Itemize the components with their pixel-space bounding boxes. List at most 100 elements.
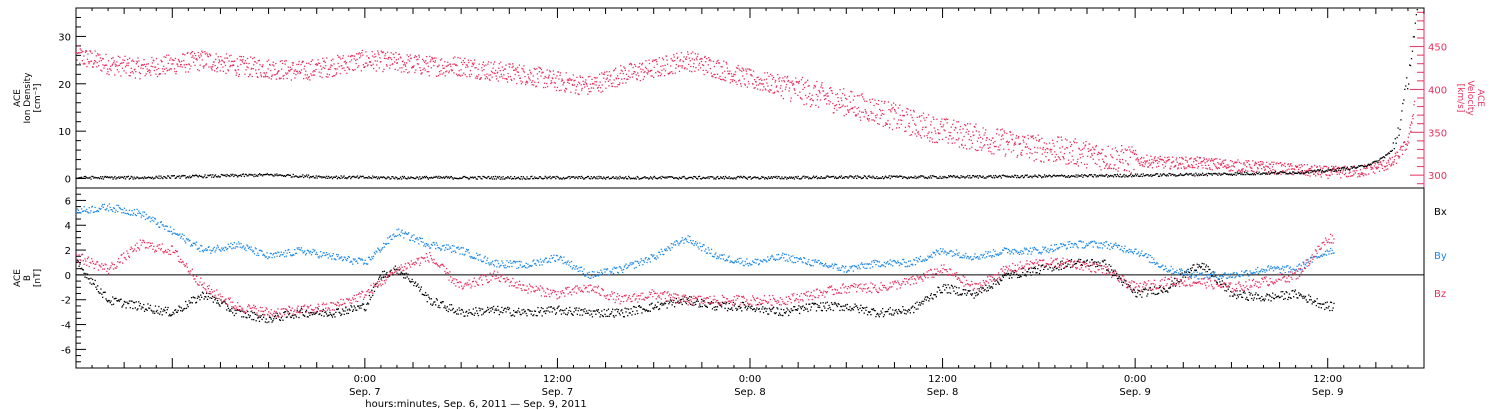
velocity-point: [869, 99, 871, 101]
velocity-point: [255, 69, 257, 71]
density-point: [177, 176, 179, 178]
density-point: [1316, 170, 1318, 172]
velocity-point: [153, 69, 155, 72]
velocity-point: [1053, 160, 1055, 162]
velocity-point: [1348, 175, 1350, 178]
velocity-point: [805, 81, 807, 83]
density-point: [401, 175, 404, 178]
density-point: [1117, 175, 1119, 177]
velocity-point: [1156, 166, 1158, 168]
b-point: [78, 265, 80, 267]
density-point: [1256, 172, 1258, 175]
b-point: [170, 314, 173, 317]
velocity-point: [1065, 147, 1068, 149]
b-point: [799, 306, 802, 308]
velocity-point: [1335, 165, 1337, 167]
b-point: [418, 286, 420, 288]
density-point: [465, 176, 467, 179]
velocity-point: [1112, 157, 1114, 159]
b-point: [578, 307, 580, 309]
velocity-point: [192, 61, 195, 63]
velocity-point: [1297, 171, 1299, 173]
velocity-point: [766, 82, 768, 84]
velocity-point: [831, 90, 833, 92]
density-point: [253, 175, 255, 178]
velocity-point: [158, 73, 160, 76]
density-point: [543, 177, 545, 179]
density-point: [1276, 173, 1278, 175]
density-point: [779, 177, 781, 180]
velocity-point: [264, 76, 266, 78]
velocity-point: [765, 78, 768, 80]
b-point: [814, 302, 816, 304]
density-point: [1413, 36, 1415, 38]
b-point: [461, 308, 463, 311]
density-point: [1213, 173, 1215, 175]
velocity-point: [1253, 164, 1256, 166]
b-point: [193, 296, 195, 299]
velocity-point: [292, 62, 294, 64]
density-point: [344, 177, 346, 179]
density-point: [396, 177, 398, 179]
density-point: [1082, 176, 1084, 178]
density-point: [835, 177, 838, 179]
velocity-point: [630, 64, 633, 66]
velocity-point: [1102, 160, 1105, 163]
velocity-point: [788, 87, 791, 89]
b-point: [672, 301, 674, 304]
velocity-point: [404, 64, 406, 66]
b-point: [331, 314, 333, 317]
density-point: [907, 176, 910, 178]
velocity-point: [1370, 168, 1372, 170]
density-point: [942, 175, 944, 178]
velocity-point: [938, 133, 940, 135]
velocity-point: [924, 119, 926, 121]
density-point: [1165, 175, 1167, 177]
velocity-point: [693, 62, 695, 65]
velocity-point: [1244, 171, 1246, 173]
velocity-point: [1125, 149, 1127, 152]
velocity-point: [564, 89, 566, 91]
b-point: [263, 316, 265, 318]
b-point: [387, 276, 389, 278]
velocity-point: [826, 95, 828, 97]
velocity-point: [742, 75, 744, 77]
velocity-point: [971, 146, 973, 148]
density-point: [797, 175, 799, 178]
b-point: [304, 315, 306, 317]
b-point: [722, 302, 724, 304]
velocity-point: [171, 59, 173, 61]
velocity-point: [801, 98, 803, 100]
density-point: [157, 177, 159, 179]
velocity-point: [908, 126, 911, 128]
velocity-point: [622, 82, 624, 84]
b-axis-title-line: ACE: [13, 269, 23, 287]
b-point: [610, 313, 612, 315]
velocity-point: [1325, 166, 1328, 168]
b-point: [314, 313, 316, 315]
b-point: [703, 300, 705, 302]
velocity-point: [467, 66, 469, 68]
b-point: [453, 312, 455, 314]
density-point: [993, 175, 995, 177]
velocity-point: [916, 135, 918, 137]
velocity-point: [723, 79, 725, 81]
velocity-point: [1298, 164, 1300, 166]
b-point: [612, 308, 614, 310]
velocity-point: [1066, 139, 1068, 141]
density-point: [1025, 174, 1027, 177]
b-point: [696, 298, 698, 300]
b-point: [346, 309, 349, 311]
velocity-point: [715, 62, 718, 64]
density-point: [889, 177, 891, 180]
velocity-point: [233, 64, 235, 66]
velocity-point: [881, 113, 883, 115]
velocity-point: [571, 83, 573, 86]
density-point: [923, 176, 925, 178]
density-point: [551, 177, 553, 179]
velocity-point: [615, 77, 617, 79]
velocity-point: [725, 61, 727, 63]
density-point: [901, 175, 903, 178]
velocity-point: [921, 128, 923, 131]
velocity-point: [270, 69, 272, 72]
